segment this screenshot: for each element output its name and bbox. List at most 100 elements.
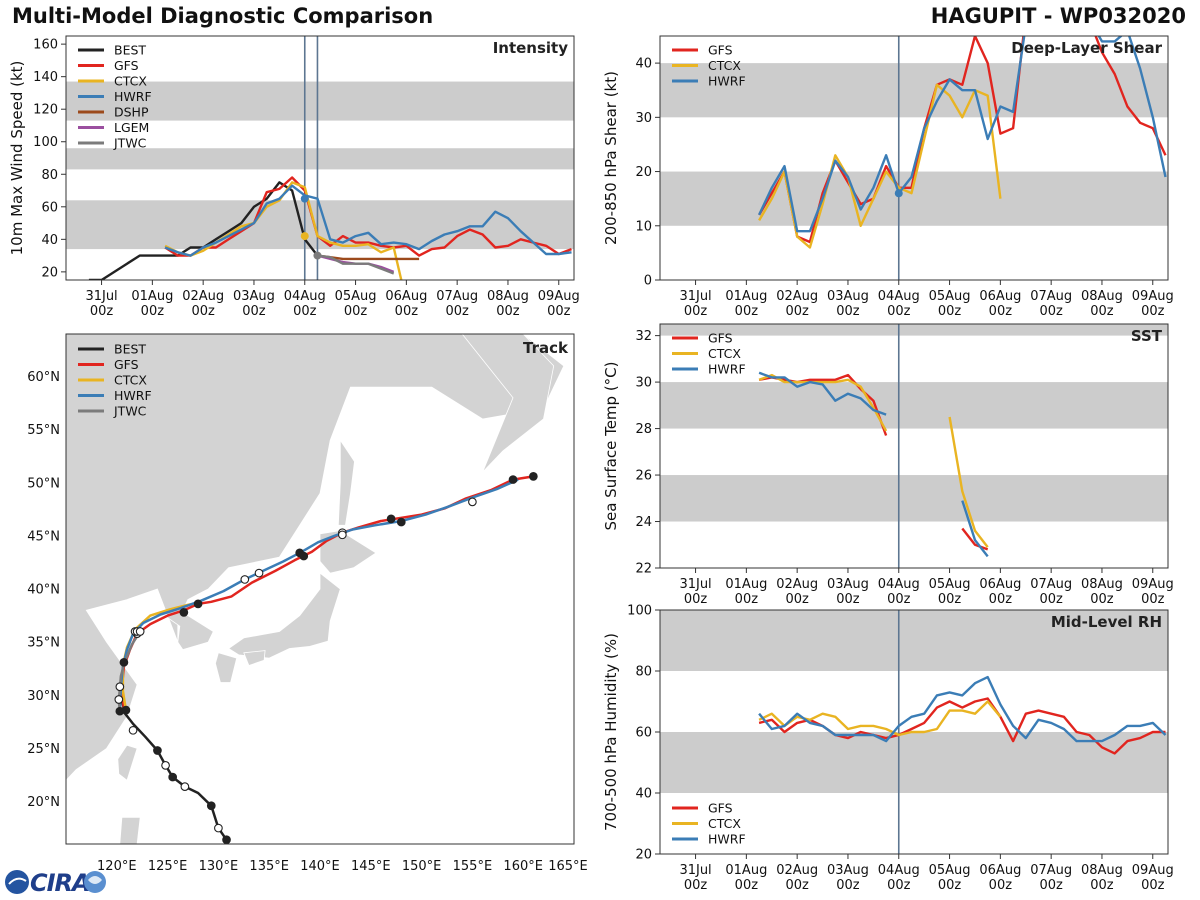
sst-panel: 22242628303231Jul00z01Aug00z02Aug00z03Au… <box>602 323 1174 607</box>
x-tick-hour: 00z <box>989 304 1013 319</box>
x-tick-date: 08Aug <box>1081 289 1123 304</box>
track-point-gfs <box>119 657 129 667</box>
y-axis-label: 10m Max Wind Speed (kt) <box>8 61 26 256</box>
lat-tick-label: 60°N <box>27 370 60 385</box>
panel-title: Intensity <box>493 39 569 57</box>
y-tick-label: 140 <box>33 70 58 85</box>
x-tick-date: 01Aug <box>131 289 173 304</box>
series-line-ctcx <box>758 700 1002 737</box>
y-tick-label: 60 <box>41 200 58 215</box>
lon-tick-label: 125°E <box>148 859 188 874</box>
x-tick-date: 06Aug <box>979 289 1021 304</box>
x-tick-date: 31Jul <box>85 289 117 304</box>
x-tick-hour: 00z <box>938 878 962 893</box>
shaded-band <box>660 63 1168 118</box>
track-point-best <box>180 782 190 791</box>
x-tick-hour: 00z <box>836 304 860 319</box>
shaded-band <box>66 148 574 170</box>
track-point-best <box>168 772 178 782</box>
x-tick-hour: 00z <box>1039 304 1063 319</box>
lon-tick-label: 165°E <box>548 859 588 874</box>
legend-label-hwrf: HWRF <box>114 388 152 403</box>
x-tick-date: 07Aug <box>1030 863 1072 878</box>
shaded-band <box>660 475 1168 522</box>
x-tick-hour: 00z <box>1141 878 1165 893</box>
x-tick-date: 04Aug <box>878 577 920 592</box>
x-tick-hour: 00z <box>1039 592 1063 607</box>
lon-tick-label: 160°E <box>503 859 543 874</box>
legend-label-lgem: LGEM <box>114 120 149 135</box>
track-point-best <box>153 746 162 755</box>
series-line-ctcx <box>758 83 1002 249</box>
track-point-jtwc <box>114 695 124 704</box>
y-tick-label: 30 <box>635 376 652 391</box>
track-map-panel: 120°E 125°E 130°E 135°E 140°E 145°E 150°E 155°E… <box>27 333 588 874</box>
figure-title: Multi-Model Diagnostic Comparison <box>12 4 434 28</box>
shikoku-landmass <box>243 650 266 667</box>
track-point-gfs <box>179 608 189 617</box>
x-tick-date: 04Aug <box>284 289 326 304</box>
y-tick-label: 0 <box>644 274 652 289</box>
legend-label-hwrf: HWRF <box>708 832 746 847</box>
lat-tick-label: 30°N <box>27 689 60 704</box>
legend-label-hwrf: HWRF <box>114 89 152 104</box>
luzon-landmass <box>119 817 141 844</box>
y-axis-label: 700-500 hPa Humidity (%) <box>602 633 620 831</box>
x-tick-date: 05Aug <box>929 289 971 304</box>
track-point-gfs <box>508 475 518 484</box>
y-tick-label: 20 <box>635 165 652 180</box>
x-tick-hour: 00z <box>785 304 809 319</box>
x-tick-date: 02Aug <box>776 863 818 878</box>
legend-label-best: BEST <box>114 342 146 357</box>
x-tick-date: 09Aug <box>1132 863 1174 878</box>
kyushu-landmass <box>214 652 238 683</box>
legend-label-ctcx: CTCX <box>708 816 741 831</box>
x-tick-hour: 00z <box>547 304 571 319</box>
x-tick-date: 04Aug <box>878 289 920 304</box>
legend-label-best: BEST <box>114 43 146 58</box>
track-point-hwrf <box>468 497 477 507</box>
cira-logo: CIRA <box>5 869 106 897</box>
track-point-hwrf <box>396 517 406 527</box>
y-tick-label: 10 <box>635 219 652 234</box>
lat-tick-label: 25°N <box>27 742 60 757</box>
x-tick-hour: 00z <box>785 878 809 893</box>
lat-tick-label: 45°N <box>27 529 60 544</box>
y-tick-label: 22 <box>635 562 652 577</box>
legend-label-ctcx: CTCX <box>708 58 741 73</box>
x-tick-hour: 00z <box>1090 878 1114 893</box>
legend-label-gfs: GFS <box>114 357 139 372</box>
map-frame <box>65 333 575 845</box>
track-point-gfs <box>529 472 538 481</box>
series-line-gfs <box>961 527 989 551</box>
y-tick-label: 32 <box>635 329 652 344</box>
series-line-jtwc <box>317 254 395 275</box>
x-tick-date: 09Aug <box>538 289 580 304</box>
lat-tick-label: 50°N <box>27 476 60 491</box>
x-tick-date: 05Aug <box>929 863 971 878</box>
x-tick-date: 07Aug <box>1030 289 1072 304</box>
lat-tick-label: 20°N <box>27 795 60 810</box>
x-tick-hour: 00z <box>684 878 708 893</box>
plot-area <box>66 36 574 280</box>
legend-label-gfs: GFS <box>114 58 139 73</box>
plot-area <box>660 610 1168 854</box>
axes-frame <box>65 35 575 281</box>
track-point-best <box>206 801 216 811</box>
rh-panel: 2040608010031Jul00z01Aug00z02Aug00z03Aug… <box>602 604 1174 894</box>
track-line-hwrf <box>118 478 519 712</box>
logo-text: CIRA <box>30 869 90 897</box>
x-tick-hour: 00z <box>496 304 520 319</box>
korea-landmass <box>163 611 214 651</box>
x-tick-date: 06Aug <box>385 289 427 304</box>
track-point-gfs <box>386 514 396 524</box>
shaded-band <box>660 610 1168 671</box>
track-point-best <box>128 725 138 735</box>
lat-tick-label: 55°N <box>27 423 60 438</box>
x-tick-date: 08Aug <box>487 289 529 304</box>
x-tick-date: 03Aug <box>827 577 869 592</box>
kamchatka-landmass <box>461 334 555 473</box>
y-tick-label: 80 <box>635 665 652 680</box>
legend-label-ctcx: CTCX <box>708 346 741 361</box>
